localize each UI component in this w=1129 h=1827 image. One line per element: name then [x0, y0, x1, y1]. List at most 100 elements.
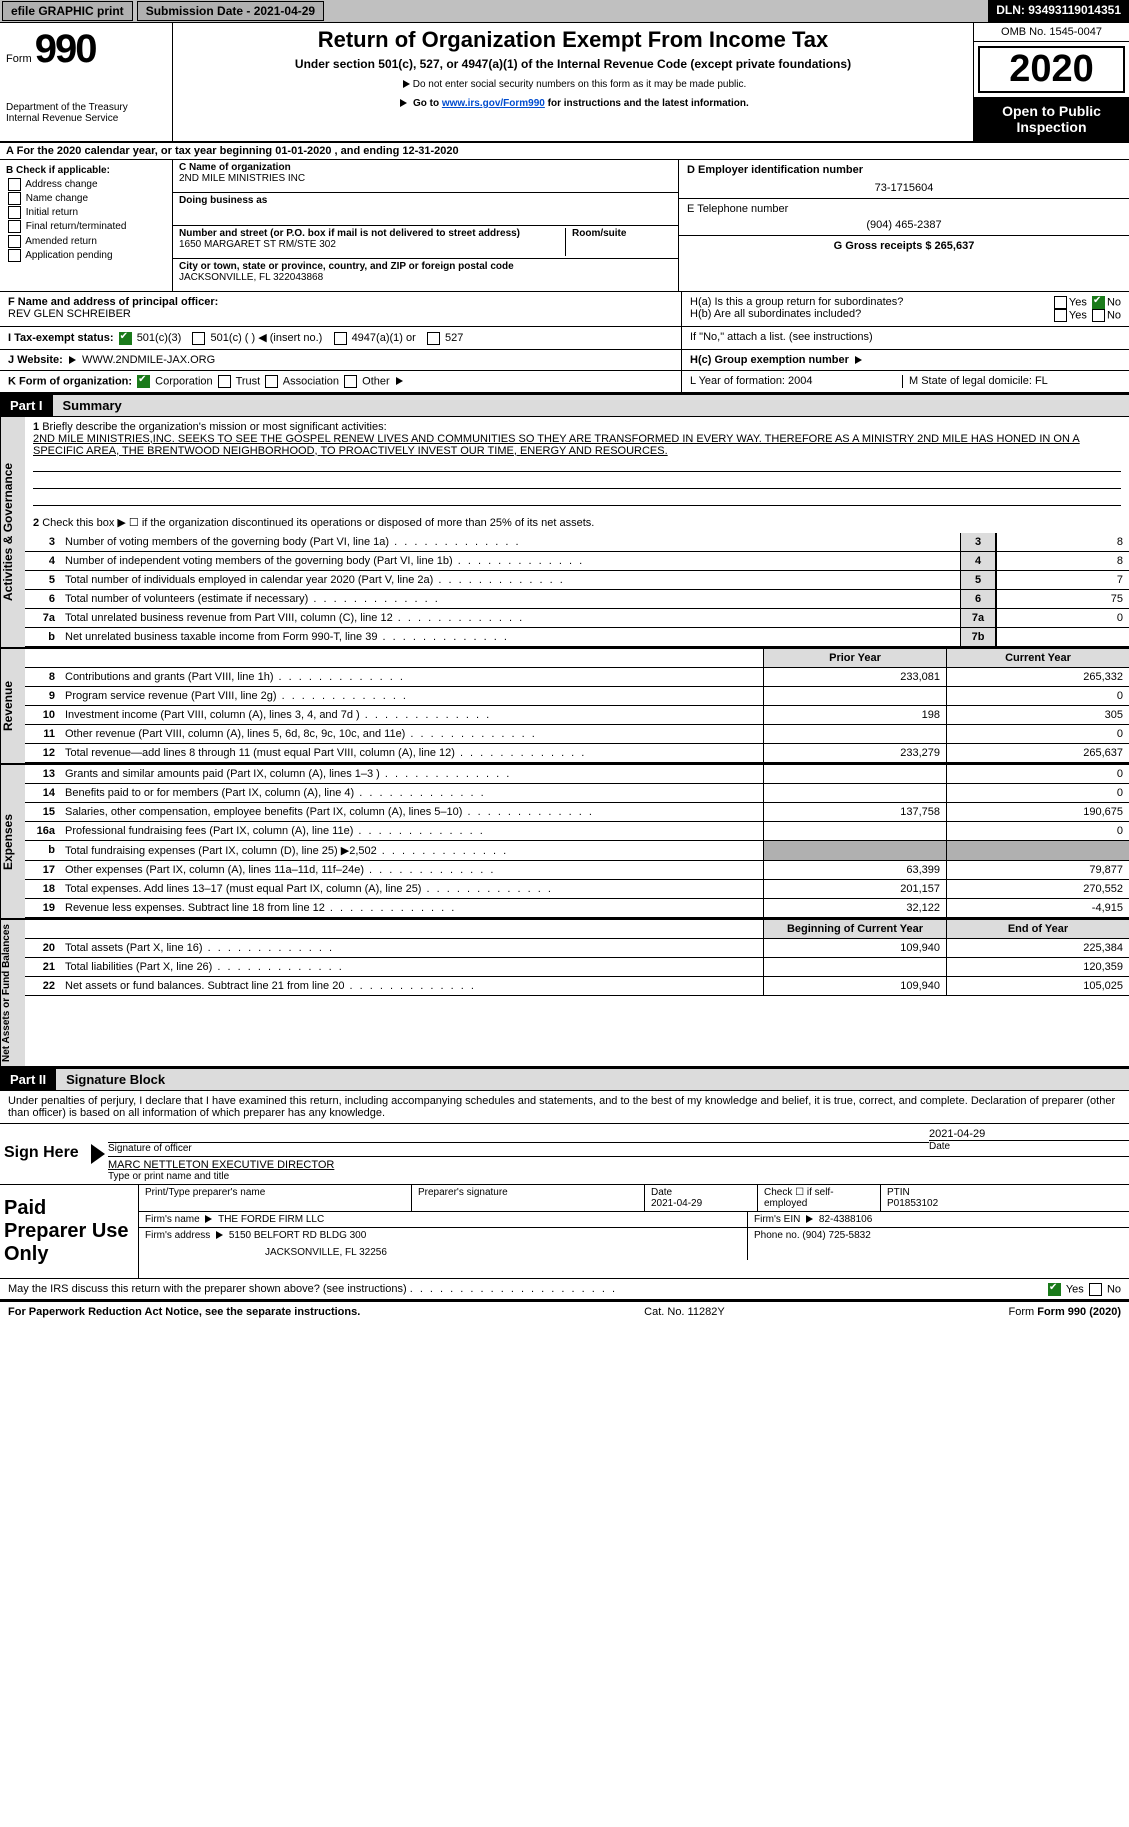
current-value: 0: [946, 725, 1129, 743]
line-desc: Investment income (Part VIII, column (A)…: [59, 706, 763, 724]
checkbox-501c3[interactable]: [119, 332, 132, 345]
checkbox-hb-yes[interactable]: [1054, 309, 1067, 322]
cat-no: Cat. No. 11282Y: [644, 1306, 725, 1318]
submission-date: Submission Date - 2021-04-29: [137, 1, 324, 21]
arrow-icon: [403, 80, 410, 88]
current-value: 0: [946, 822, 1129, 840]
type-name-label: Type or print name and title: [108, 1171, 1129, 1182]
no-label: No: [1107, 1283, 1121, 1295]
k-label: K Form of organization:: [8, 375, 132, 387]
yes-label: Yes: [1069, 309, 1087, 321]
line-desc: Salaries, other compensation, employee b…: [59, 803, 763, 821]
checkbox-amended[interactable]: [8, 235, 21, 248]
mission-text: 2ND MILE MINISTRIES,INC. SEEKS TO SEE TH…: [33, 433, 1121, 457]
line-num: 11: [25, 725, 59, 743]
prior-value: 32,122: [763, 899, 946, 917]
goto-post: for instructions and the latest informat…: [545, 98, 749, 109]
checkbox-final[interactable]: [8, 220, 21, 233]
current-value: 105,025: [946, 977, 1129, 995]
checkbox-hb-no[interactable]: [1092, 309, 1105, 322]
goto-pre: Go to: [413, 98, 442, 109]
room-label: Room/suite: [572, 228, 672, 239]
checkbox-corp[interactable]: [137, 375, 150, 388]
ein-label: D Employer identification number: [687, 164, 1121, 176]
current-value: 0: [946, 687, 1129, 705]
dots: [410, 1283, 617, 1295]
line-num: 8: [25, 668, 59, 686]
irs-link[interactable]: www.irs.gov/Form990: [442, 98, 545, 109]
gov-side-label: Activities & Governance: [0, 417, 25, 647]
checkbox-discuss-yes[interactable]: [1048, 1283, 1061, 1296]
q1-text: Briefly describe the organization's miss…: [42, 421, 386, 433]
line-num: 12: [25, 744, 59, 762]
checkbox-4947[interactable]: [334, 332, 347, 345]
city-state-zip: JACKSONVILLE, FL 322043868: [179, 272, 672, 283]
prior-year-header: Prior Year: [763, 649, 946, 667]
current-value: 225,384: [946, 939, 1129, 957]
arrow-icon: [69, 356, 76, 364]
no-label: No: [1107, 296, 1121, 308]
line-desc: Total number of individuals employed in …: [59, 571, 960, 589]
opt-trust: Trust: [236, 375, 261, 387]
omb-number: OMB No. 1545-0047: [974, 23, 1129, 42]
checkbox-pending[interactable]: [8, 249, 21, 262]
line-boxnum: 7a: [960, 609, 996, 627]
city-label: City or town, state or province, country…: [179, 261, 672, 272]
checkbox-initial[interactable]: [8, 206, 21, 219]
line-desc: Total fundraising expenses (Part IX, col…: [59, 841, 763, 860]
checkbox-other[interactable]: [344, 375, 357, 388]
prep-sig-header: Preparer's signature: [412, 1185, 645, 1211]
spacer: [328, 1, 986, 21]
firm-phone: (904) 725-5832: [802, 1230, 870, 1241]
hc-label: H(c) Group exemption number: [690, 354, 849, 366]
part2-badge: Part II: [0, 1069, 56, 1090]
firm-ein-label: Firm's EIN: [754, 1214, 800, 1225]
begin-year-header: Beginning of Current Year: [763, 920, 946, 938]
arrow-icon: [396, 377, 403, 385]
checkbox-ha-no[interactable]: [1092, 296, 1105, 309]
line-value: 0: [996, 609, 1129, 627]
no-label: No: [1107, 309, 1121, 321]
current-year-header: Current Year: [946, 649, 1129, 667]
checkbox-501c[interactable]: [192, 332, 205, 345]
efile-button[interactable]: efile GRAPHIC print: [2, 1, 133, 21]
line-num: 4: [25, 552, 59, 570]
current-value: 0: [946, 784, 1129, 802]
opt-addr: Address change: [25, 179, 97, 190]
line-desc: Net assets or fund balances. Subtract li…: [59, 977, 763, 995]
checkbox-address-change[interactable]: [8, 178, 21, 191]
opt-corp: Corporation: [155, 375, 212, 387]
line-desc: Other expenses (Part IX, column (A), lin…: [59, 861, 763, 879]
prior-value: 201,157: [763, 880, 946, 898]
arrow-icon: [205, 1215, 212, 1223]
state-domicile: M State of legal domicile: FL: [903, 375, 1121, 388]
ptin-value: P01853102: [887, 1198, 938, 1209]
form-footer: Form 990 (2020): [1037, 1306, 1121, 1318]
checkbox-discuss-no[interactable]: [1089, 1283, 1102, 1296]
line-desc: Number of independent voting members of …: [59, 552, 960, 570]
checkbox-ha-yes[interactable]: [1054, 296, 1067, 309]
paid-preparer-label: Paid Preparer Use Only: [0, 1185, 138, 1278]
current-value: [946, 841, 1129, 860]
prior-value: [763, 822, 946, 840]
checkbox-527[interactable]: [427, 332, 440, 345]
website-value: WWW.2NDMILE-JAX.ORG: [82, 354, 215, 366]
checkbox-name-change[interactable]: [8, 192, 21, 205]
dln: DLN: 93493119014351: [988, 0, 1129, 22]
current-value: 265,637: [946, 744, 1129, 762]
box-b-title: B Check if applicable:: [6, 164, 166, 178]
part2-title: Signature Block: [56, 1069, 1129, 1090]
c-name-label: C Name of organization: [179, 162, 672, 173]
opt-amended: Amended return: [25, 236, 97, 247]
checkbox-assoc[interactable]: [265, 375, 278, 388]
line-boxnum: 3: [960, 533, 996, 551]
checkbox-trust[interactable]: [218, 375, 231, 388]
line-num: b: [25, 628, 59, 646]
sig-officer-label: Signature of officer: [108, 1142, 929, 1154]
line-num: 13: [25, 765, 59, 783]
firm-ein: 82-4388106: [819, 1214, 872, 1225]
line-num: 7a: [25, 609, 59, 627]
paperwork-notice: For Paperwork Reduction Act Notice, see …: [8, 1306, 360, 1318]
netassets-side-label: Net Assets or Fund Balances: [0, 920, 25, 1066]
prior-value: [763, 687, 946, 705]
